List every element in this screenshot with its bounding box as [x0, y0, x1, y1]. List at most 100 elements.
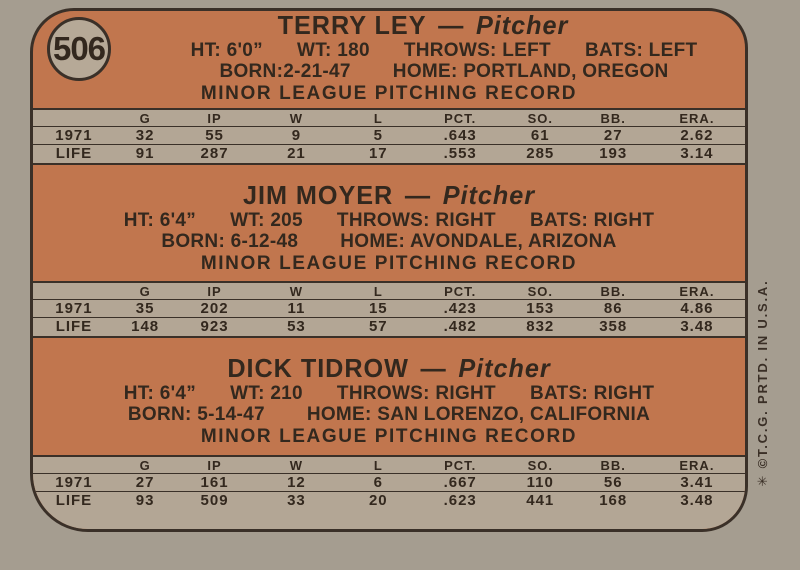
bio-line-2: BORN: 5-14-47 HOME: SAN LORENZO, CALIFOR… [33, 405, 745, 425]
player-position: Pitcher [458, 353, 551, 383]
col-header-pct: PCT. [444, 110, 477, 126]
stat-cell: 9 [253, 126, 340, 145]
throws-value: THROWS: RIGHT [336, 383, 496, 404]
copyright-text: ✳ ©T.C.G. PRTD. IN U.S.A. [755, 279, 770, 487]
col-header-w: W [289, 283, 304, 299]
col-header-g: G [139, 457, 151, 473]
weight-value: WT: 180 [296, 40, 370, 61]
stat-cell: 148 [114, 317, 176, 335]
trading-card-back: 506 TERRY LEY — Pitcher HT: 6'0” WT: 180… [30, 8, 748, 532]
stat-cell: 11 [253, 299, 340, 318]
player-title: TERRY LEY — Pitcher [44, 11, 735, 40]
col-header-bb: BB. [600, 457, 626, 473]
stats-row-1971: 1971 27 161 12 6 .667 110 56 3.41 [33, 473, 745, 492]
col-header-ip: IP [207, 283, 222, 299]
stat-cell: 168 [577, 491, 649, 509]
stats-row-life: LIFE 148 923 53 57 .482 832 358 3.48 [33, 317, 745, 335]
col-header-ip: IP [207, 457, 222, 473]
stat-cell: 3.48 [648, 317, 745, 335]
col-header-era: ERA. [679, 457, 715, 473]
stats-table: G IP W L PCT. SO. BB. ERA. 1971 35 202 1… [33, 283, 745, 335]
stats-table: G IP W L PCT. SO. BB. ERA. 1971 27 161 1… [33, 457, 745, 509]
stat-cell: 32 [114, 126, 176, 145]
stat-cell: 33 [253, 491, 340, 509]
col-header-w: W [289, 457, 304, 473]
row-label: LIFE [33, 491, 115, 509]
stat-cell: 832 [502, 317, 578, 335]
stat-cell: 53 [253, 317, 340, 335]
col-header-pct: PCT. [444, 283, 477, 299]
col-header-era: ERA. [679, 283, 715, 299]
card-number: 506 [52, 30, 106, 67]
stats-strip-terry-ley: G IP W L PCT. SO. BB. ERA. 1971 32 55 9 … [33, 108, 745, 165]
col-header-w: W [289, 110, 304, 126]
stat-cell: .423 [417, 299, 503, 318]
col-header-so: SO. [527, 110, 553, 126]
col-header-bb: BB. [600, 283, 626, 299]
col-header-l: L [373, 110, 383, 126]
bio-line-1: HT: 6'4” WT: 205 THROWS: RIGHT BATS: RIG… [33, 211, 745, 231]
stats-header-row: G IP W L PCT. SO. BB. ERA. [33, 457, 745, 474]
stat-cell: 55 [175, 126, 254, 145]
bio-line-2: BORN:2-21-47 HOME: PORTLAND, OREGON [33, 62, 745, 82]
weight-value: WT: 205 [230, 210, 303, 231]
home-value: HOME: AVONDALE, ARIZONA [340, 231, 617, 252]
stats-strip-jim-moyer: G IP W L PCT. SO. BB. ERA. 1971 35 202 1… [33, 281, 745, 338]
stat-cell: 3.48 [648, 491, 745, 509]
record-title: MINOR LEAGUE PITCHING RECORD [200, 426, 578, 447]
dash-separator: — [438, 10, 465, 40]
stats-row-life: LIFE 91 287 21 17 .553 285 193 3.14 [33, 144, 745, 162]
home-value: HOME: SAN LORENZO, CALIFORNIA [306, 404, 651, 425]
throws-value: THROWS: LEFT [403, 40, 551, 61]
player-section-dick-tidrow: DICK TIDROW — Pitcher HT: 6'4” WT: 210 T… [33, 338, 745, 455]
player-position: Pitcher [442, 180, 536, 210]
player-title: DICK TIDROW — Pitcher [44, 354, 735, 383]
born-value: BORN:2-21-47 [219, 61, 351, 82]
row-label: 1971 [33, 473, 115, 492]
stat-cell: 57 [339, 317, 418, 335]
col-header-g: G [139, 110, 151, 126]
stat-cell: 21 [253, 144, 340, 162]
stat-cell: 3.41 [648, 473, 745, 492]
stat-cell: .623 [417, 491, 503, 509]
stat-cell: .553 [417, 144, 503, 162]
stat-cell: .482 [417, 317, 503, 335]
stat-cell: 923 [175, 317, 254, 335]
stat-cell: 3.14 [648, 144, 745, 162]
row-label: 1971 [33, 126, 115, 145]
col-header-l: L [373, 457, 383, 473]
stat-cell: 27 [577, 126, 649, 145]
born-value: BORN: 6-12-48 [161, 231, 299, 252]
bio-line-2: BORN: 6-12-48 HOME: AVONDALE, ARIZONA [33, 232, 745, 252]
stat-cell: 61 [502, 126, 578, 145]
row-label: LIFE [33, 317, 115, 335]
stat-cell: 15 [339, 299, 418, 318]
bio-line-1: HT: 6'4” WT: 210 THROWS: RIGHT BATS: RIG… [33, 384, 745, 404]
col-header-g: G [139, 283, 151, 299]
stat-cell: 2.62 [648, 126, 745, 145]
col-header-so: SO. [527, 283, 553, 299]
stat-cell: 358 [577, 317, 649, 335]
col-header-empty [33, 283, 115, 300]
home-value: HOME: PORTLAND, OREGON [392, 61, 669, 82]
stat-cell: .667 [417, 473, 503, 492]
stat-cell: .643 [417, 126, 503, 145]
player-section-terry-ley: TERRY LEY — Pitcher HT: 6'0” WT: 180 THR… [33, 11, 745, 108]
stat-cell: 5 [339, 126, 418, 145]
player-position: Pitcher [475, 10, 569, 40]
stats-header-row: G IP W L PCT. SO. BB. ERA. [33, 110, 745, 127]
stats-table: G IP W L PCT. SO. BB. ERA. 1971 32 55 9 … [33, 110, 745, 162]
stat-cell: 110 [502, 473, 578, 492]
stat-cell: 12 [253, 473, 340, 492]
stat-cell: 93 [114, 491, 176, 509]
stat-cell: 27 [114, 473, 176, 492]
stat-cell: 35 [114, 299, 176, 318]
player-name: JIM MOYER [242, 180, 394, 210]
stat-cell: 86 [577, 299, 649, 318]
stat-cell: 153 [502, 299, 578, 318]
stat-cell: 6 [339, 473, 418, 492]
col-header-bb: BB. [600, 110, 626, 126]
stat-cell: 285 [502, 144, 578, 162]
dash-separator: — [420, 353, 447, 383]
player-section-jim-moyer: JIM MOYER — Pitcher HT: 6'4” WT: 205 THR… [33, 165, 745, 281]
